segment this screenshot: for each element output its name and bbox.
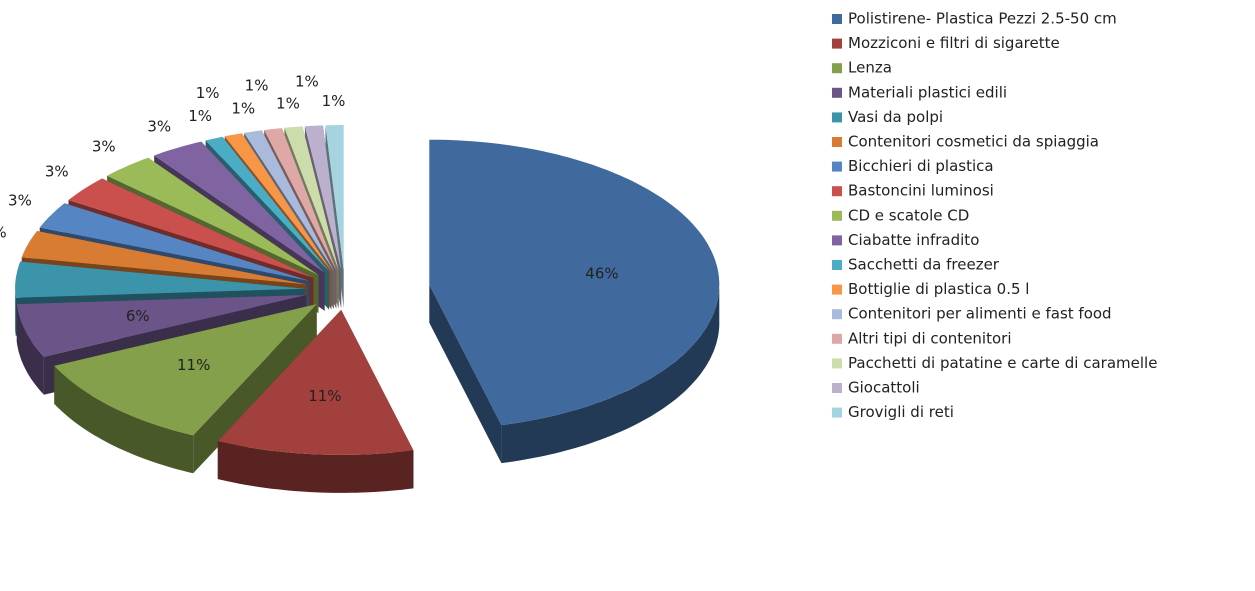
slice [107,157,319,275]
legend-label: Bottiglie di plastica 0.5 l [848,280,1029,298]
slice [205,136,330,272]
data-label: 3% [92,138,116,156]
legend-label: Polistirene- Plastica Pezzi 2.5-50 cm [848,10,1117,28]
slice [284,126,339,271]
legend-swatch [832,186,842,197]
legend-label: Grovigli di reti [848,403,954,421]
legend-label: Mozziconi e filtri di sigarette [848,34,1060,52]
legend-swatch [832,260,842,270]
legend-label: Contenitori per alimenti e fast food [848,305,1112,323]
data-label: 3% [45,163,69,181]
legend-swatch [832,235,842,246]
slice [154,141,325,273]
data-label: 3% [8,192,32,210]
data-label: 1% [245,77,269,95]
slice-wall [16,304,44,395]
legend-swatch [832,333,842,344]
slice-wall [15,288,16,336]
slice [21,231,307,285]
legend-swatch [832,14,842,24]
slice-wall [54,365,194,474]
data-label: 1% [322,92,346,110]
data-label: 1% [188,107,212,125]
slice [304,125,342,271]
slice [15,261,306,298]
data-labels: 46%11%11%6%4%3%3%3%3%3%1%1%1%1%1%1%1% [0,73,619,405]
slice [224,133,332,272]
data-label: 11% [308,387,341,405]
legend-label: Ciabatte infradito [848,231,979,249]
slice [39,203,310,281]
slice-wall [501,284,720,464]
legend-swatch [832,210,842,221]
legend-label: Bicchieri di plastica [848,157,994,175]
legend-swatch [832,358,842,369]
slice [217,309,414,455]
slice [325,125,344,270]
legend-swatch [832,87,842,98]
legend-label: Altri tipi di contenitori [848,329,1011,347]
legend-swatch [832,38,842,49]
legend-swatch [832,284,842,295]
legend-swatch [832,161,842,172]
data-label: 1% [231,99,255,117]
data-label: 1% [295,73,319,91]
data-label: 3% [147,118,171,136]
legend-swatch [832,112,842,123]
legend-label: CD e scatole CD [848,206,969,224]
legend-label: Pacchetti di patatine e carte di caramel… [848,354,1157,372]
slice [264,128,337,271]
data-label: 1% [276,94,300,112]
slice [244,130,334,271]
slice-side [429,284,502,464]
legend: Polistirene- Plastica Pezzi 2.5-50 cm Moz… [832,10,1157,421]
slice [68,178,314,278]
legend-label: Materiali plastici edili [848,83,1007,101]
data-label: 3% [0,224,7,242]
legend-label: Giocattoli [848,379,920,397]
pie [15,125,720,493]
slice-wall [217,441,414,493]
legend-label: Lenza [848,59,892,77]
legend-swatch [832,309,842,320]
data-label: 11% [177,356,210,374]
slice [54,304,317,436]
legend-label: Sacchetti da freezer [848,256,1000,274]
slice [16,295,307,357]
legend-swatch [832,407,842,418]
data-label: 46% [585,264,618,282]
slice [429,139,720,426]
legend-label: Bastoncini luminosi [848,182,994,200]
legend-label: Vasi da polpi [848,108,943,126]
legend-swatch [832,63,842,74]
data-label: 1% [196,84,220,102]
legend-swatch [832,383,842,393]
legend-label: Contenitori cosmetici da spiaggia [848,133,1099,151]
data-label: 6% [126,307,150,325]
legend-swatch [832,137,842,147]
